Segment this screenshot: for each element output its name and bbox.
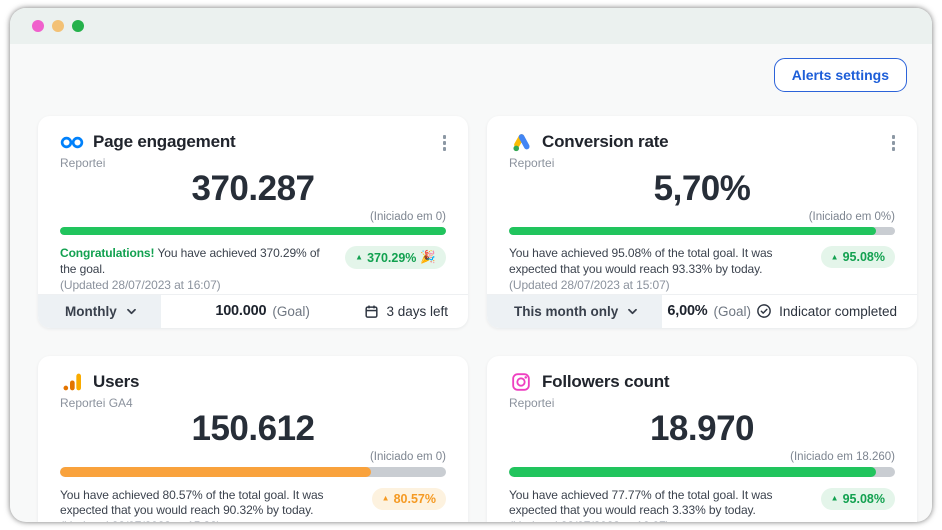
trend-up-icon: ▲ <box>381 493 390 503</box>
progress-bar-fill <box>509 466 876 477</box>
updated-timestamp: (Updated 28/07/2023 at 15:32) <box>60 519 362 522</box>
period-dropdown-label: This month only <box>514 303 619 319</box>
card-footer: This month only 6,00% (Goal) Indicator c… <box>487 293 917 328</box>
trend-up-icon: ▲ <box>830 252 839 262</box>
goal-message-text: You have achieved 370.29% of the goal. <box>60 246 320 276</box>
updated-timestamp: (Updated 28/07/2023 at 15:07) <box>509 277 670 292</box>
celebration-icon: 🎉 <box>420 250 436 265</box>
metric-card: Conversion rate Reportei 5,70% (Iniciado… <box>487 116 917 328</box>
metric-value: 18.970 <box>649 409 755 448</box>
trend-badge-value: 370.29% <box>367 250 417 265</box>
dashboard-content: Alerts settings Page engagement Reportei… <box>10 44 932 522</box>
goal-message-text: You have achieved 80.57% of the total go… <box>60 487 324 518</box>
progress-bar <box>60 226 446 236</box>
metric-value: 150.612 <box>191 409 315 448</box>
card-source: Reportei GA4 <box>60 396 133 410</box>
card-source: Reportei <box>509 156 555 170</box>
chevron-down-icon <box>126 308 136 314</box>
progress-bar-fill <box>60 466 371 477</box>
card-header: Page engagement Reportei <box>38 116 468 170</box>
progress-bar <box>60 466 446 477</box>
period-dropdown[interactable]: This month only <box>487 294 663 328</box>
trend-badge-value: 95.08% <box>842 491 885 506</box>
instagram-icon <box>509 371 533 393</box>
trend-up-icon: ▲ <box>830 493 839 503</box>
trend-badge-value: 95.08% <box>842 250 885 265</box>
card-header: Followers count Reportei <box>487 356 917 410</box>
kebab-menu-icon[interactable] <box>441 131 449 155</box>
metric-start-note: (Iniciado em 0) <box>369 210 446 223</box>
updated-timestamp: (Updated 28/07/2023 at 16:07) <box>509 519 811 522</box>
progress-bar-fill <box>60 226 446 236</box>
footer-status-text: 3 days left <box>386 303 448 319</box>
card-title: Users <box>93 372 140 391</box>
footer-status: 3 days left <box>364 295 468 328</box>
goal-section: 6,00% (Goal) <box>662 295 756 328</box>
card-header: Conversion rate Reportei <box>487 116 917 170</box>
trend-badge: ▲ 80.57% <box>371 487 446 510</box>
check-circle-icon <box>756 303 772 319</box>
goal-label: (Goal) <box>713 303 752 319</box>
goal-message-text: You have achieved 77.77% of the total go… <box>509 487 773 518</box>
progress-bar <box>509 226 895 236</box>
trend-badge: ▲ 370.29% 🎉 <box>345 246 446 270</box>
goal-message: You have achieved 95.08% of the total go… <box>509 246 811 293</box>
alerts-settings-button[interactable]: Alerts settings <box>773 58 907 92</box>
google-ads-icon <box>509 131 533 153</box>
trend-badge: ▲ 95.08% <box>820 246 895 269</box>
trend-badge-value: 80.57% <box>393 491 436 506</box>
goal-message: Congratulations! You have achieved 370.2… <box>60 246 335 293</box>
google-analytics-icon <box>60 371 84 393</box>
metric-start-note: (Iniciado em 18.260) <box>790 450 895 463</box>
goal-message-highlight: Congratulations! <box>60 246 155 261</box>
cards-grid: Page engagement Reportei 370.287 (Inicia… <box>38 116 917 522</box>
card-title: Followers count <box>542 372 670 391</box>
metric-start-note: (Iniciado em 0) <box>369 450 446 463</box>
calendar-icon <box>364 304 379 319</box>
window-control-maximize[interactable] <box>72 20 84 32</box>
goal-message: You have achieved 80.57% of the total go… <box>60 488 362 523</box>
kebab-menu-icon[interactable] <box>890 131 898 155</box>
goal-section: 100.000 (Goal) <box>161 295 365 328</box>
metric-card: Page engagement Reportei 370.287 (Inicia… <box>38 116 468 328</box>
card-footer: Monthly 100.000 (Goal) 3 days left <box>38 293 468 328</box>
metric-start-note: (Iniciado em 0%) <box>808 210 895 223</box>
footer-status-text: Indicator completed <box>779 303 897 319</box>
app-window: Alerts settings Page engagement Reportei… <box>10 8 932 522</box>
updated-timestamp: (Updated 28/07/2023 at 16:07) <box>60 277 221 292</box>
card-title: Page engagement <box>93 132 236 151</box>
trend-up-icon: ▲ <box>355 252 364 262</box>
goal-value: 100.000 <box>215 303 267 320</box>
goal-message: You have achieved 77.77% of the total go… <box>509 488 811 523</box>
period-dropdown[interactable]: Monthly <box>38 294 161 328</box>
trend-badge: ▲ 95.08% <box>820 487 895 510</box>
card-source: Reportei <box>60 156 106 170</box>
goal-message-text: You have achieved 95.08% of the total go… <box>509 246 773 276</box>
goal-value: 6,00% <box>667 303 708 320</box>
metric-card: Users Reportei GA4 150.612 (Iniciado em … <box>38 356 468 522</box>
toolbar: Alerts settings <box>38 58 917 92</box>
window-control-close[interactable] <box>32 20 44 32</box>
window-control-minimize[interactable] <box>52 20 64 32</box>
metric-value: 370.287 <box>191 169 315 208</box>
progress-bar <box>509 466 895 477</box>
goal-label: (Goal) <box>272 303 310 319</box>
progress-bar-fill <box>509 226 876 236</box>
window-titlebar <box>10 8 932 44</box>
footer-status: Indicator completed <box>756 295 917 328</box>
card-title: Conversion rate <box>542 132 669 151</box>
period-dropdown-label: Monthly <box>65 303 117 319</box>
card-header: Users Reportei GA4 <box>38 356 468 410</box>
metric-card: Followers count Reportei 18.970 (Iniciad… <box>487 356 917 522</box>
card-source: Reportei <box>509 396 555 410</box>
meta-icon <box>60 131 84 153</box>
metric-value: 5,70% <box>653 169 751 208</box>
chevron-down-icon <box>628 308 638 314</box>
